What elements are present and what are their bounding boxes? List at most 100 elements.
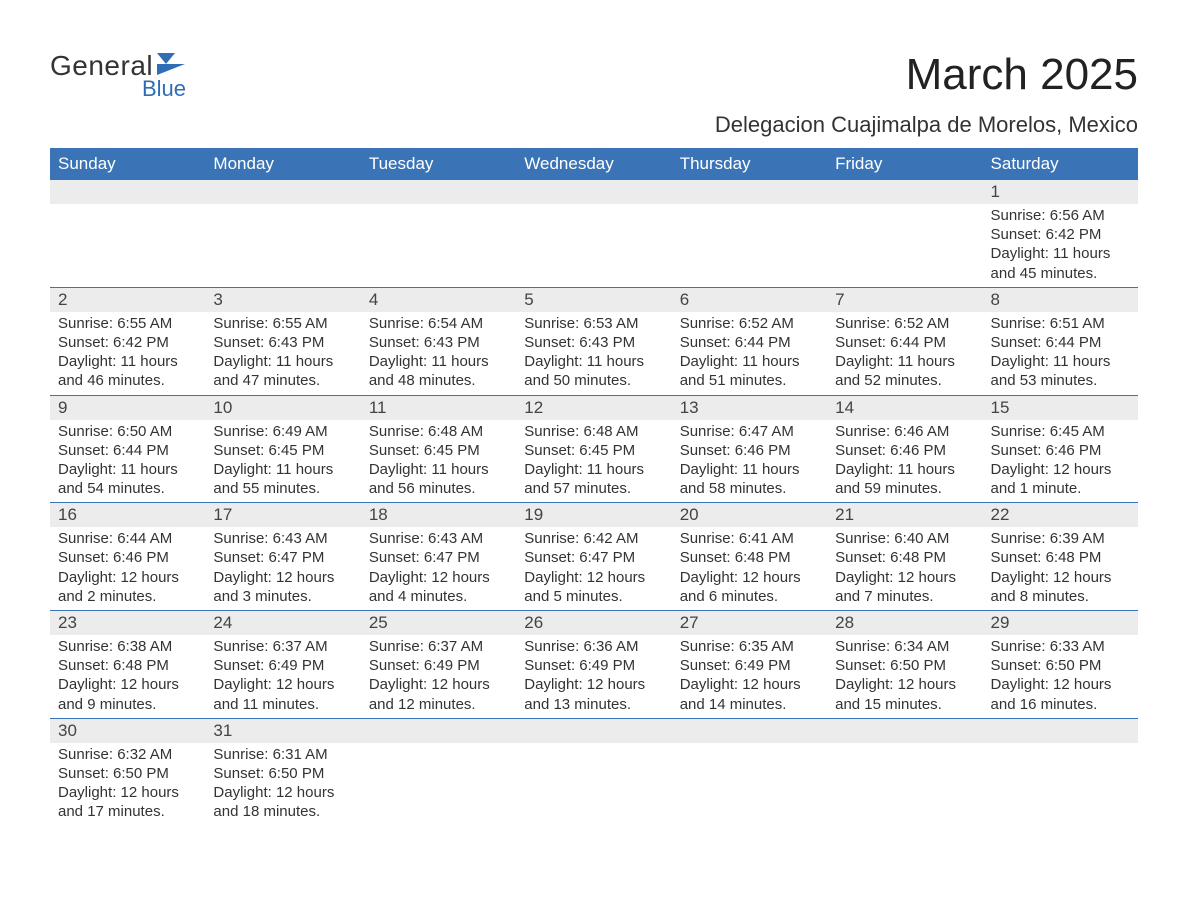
day-daylight2: and 13 minutes. — [524, 695, 663, 714]
day-sunset: Sunset: 6:43 PM — [524, 333, 663, 352]
day-daylight1: Daylight: 11 hours — [369, 352, 508, 371]
day-body: Sunrise: 6:42 AMSunset: 6:47 PMDaylight:… — [516, 527, 671, 610]
day-number-strip: 29 — [983, 611, 1138, 635]
day-cell — [827, 718, 982, 825]
day-body: Sunrise: 6:41 AMSunset: 6:48 PMDaylight:… — [672, 527, 827, 610]
day-body: Sunrise: 6:53 AMSunset: 6:43 PMDaylight:… — [516, 312, 671, 395]
day-number: 25 — [369, 613, 388, 632]
day-sunset: Sunset: 6:46 PM — [680, 441, 819, 460]
day-number-strip: 1 — [983, 180, 1138, 204]
day-number-strip: 5 — [516, 288, 671, 312]
day-cell: 29Sunrise: 6:33 AMSunset: 6:50 PMDayligh… — [983, 611, 1138, 719]
day-daylight1: Daylight: 11 hours — [680, 352, 819, 371]
day-sunset: Sunset: 6:43 PM — [213, 333, 352, 352]
day-number: 11 — [369, 398, 387, 417]
day-daylight2: and 52 minutes. — [835, 371, 974, 390]
day-cell: 21Sunrise: 6:40 AMSunset: 6:48 PMDayligh… — [827, 503, 982, 611]
day-cell: 10Sunrise: 6:49 AMSunset: 6:45 PMDayligh… — [205, 395, 360, 503]
day-daylight1: Daylight: 11 hours — [213, 352, 352, 371]
day-daylight2: and 55 minutes. — [213, 479, 352, 498]
day-number: 24 — [213, 613, 232, 632]
day-daylight2: and 51 minutes. — [680, 371, 819, 390]
day-number-strip: 7 — [827, 288, 982, 312]
day-cell: 1Sunrise: 6:56 AMSunset: 6:42 PMDaylight… — [983, 180, 1138, 287]
page: General Blue March 2025 Delegacion Cuaji… — [0, 0, 1188, 856]
day-cell — [361, 180, 516, 287]
day-number-strip: 28 — [827, 611, 982, 635]
day-daylight2: and 9 minutes. — [58, 695, 197, 714]
day-cell: 22Sunrise: 6:39 AMSunset: 6:48 PMDayligh… — [983, 503, 1138, 611]
day-body — [516, 743, 671, 823]
day-body: Sunrise: 6:52 AMSunset: 6:44 PMDaylight:… — [672, 312, 827, 395]
day-daylight2: and 17 minutes. — [58, 802, 197, 821]
day-cell: 17Sunrise: 6:43 AMSunset: 6:47 PMDayligh… — [205, 503, 360, 611]
day-cell: 31Sunrise: 6:31 AMSunset: 6:50 PMDayligh… — [205, 718, 360, 825]
day-daylight2: and 18 minutes. — [213, 802, 352, 821]
day-body: Sunrise: 6:48 AMSunset: 6:45 PMDaylight:… — [516, 420, 671, 503]
day-daylight2: and 16 minutes. — [991, 695, 1130, 714]
day-daylight1: Daylight: 12 hours — [991, 675, 1130, 694]
day-number: 7 — [835, 290, 844, 309]
day-body: Sunrise: 6:52 AMSunset: 6:44 PMDaylight:… — [827, 312, 982, 395]
day-sunrise: Sunrise: 6:40 AM — [835, 529, 974, 548]
day-number: 22 — [991, 505, 1010, 524]
day-cell: 19Sunrise: 6:42 AMSunset: 6:47 PMDayligh… — [516, 503, 671, 611]
day-body — [50, 204, 205, 284]
week-row: 23Sunrise: 6:38 AMSunset: 6:48 PMDayligh… — [50, 611, 1138, 719]
day-sunset: Sunset: 6:47 PM — [524, 548, 663, 567]
day-header: Tuesday — [361, 148, 516, 180]
day-sunrise: Sunrise: 6:53 AM — [524, 314, 663, 333]
header-row: General Blue March 2025 Delegacion Cuaji… — [50, 50, 1138, 138]
day-cell: 20Sunrise: 6:41 AMSunset: 6:48 PMDayligh… — [672, 503, 827, 611]
day-number-strip — [516, 180, 671, 204]
day-sunrise: Sunrise: 6:48 AM — [524, 422, 663, 441]
week-row: 16Sunrise: 6:44 AMSunset: 6:46 PMDayligh… — [50, 503, 1138, 611]
day-cell — [672, 718, 827, 825]
day-sunrise: Sunrise: 6:50 AM — [58, 422, 197, 441]
day-sunrise: Sunrise: 6:52 AM — [680, 314, 819, 333]
day-daylight1: Daylight: 12 hours — [524, 568, 663, 587]
day-number-strip: 6 — [672, 288, 827, 312]
day-number: 28 — [835, 613, 854, 632]
day-daylight1: Daylight: 11 hours — [680, 460, 819, 479]
day-number: 5 — [524, 290, 533, 309]
day-number-strip — [50, 180, 205, 204]
day-sunset: Sunset: 6:44 PM — [680, 333, 819, 352]
day-number: 16 — [58, 505, 77, 524]
day-number-strip: 2 — [50, 288, 205, 312]
day-number: 14 — [835, 398, 854, 417]
day-body: Sunrise: 6:55 AMSunset: 6:43 PMDaylight:… — [205, 312, 360, 395]
day-daylight1: Daylight: 11 hours — [991, 244, 1130, 263]
day-sunrise: Sunrise: 6:39 AM — [991, 529, 1130, 548]
day-body: Sunrise: 6:33 AMSunset: 6:50 PMDaylight:… — [983, 635, 1138, 718]
day-daylight1: Daylight: 11 hours — [524, 460, 663, 479]
day-daylight2: and 8 minutes. — [991, 587, 1130, 606]
calendar-table: Sunday Monday Tuesday Wednesday Thursday… — [50, 148, 1138, 826]
day-number-strip: 17 — [205, 503, 360, 527]
day-cell — [205, 180, 360, 287]
day-cell: 11Sunrise: 6:48 AMSunset: 6:45 PMDayligh… — [361, 395, 516, 503]
day-header: Saturday — [983, 148, 1138, 180]
day-cell: 16Sunrise: 6:44 AMSunset: 6:46 PMDayligh… — [50, 503, 205, 611]
day-number: 1 — [991, 182, 1000, 201]
day-number-strip: 15 — [983, 396, 1138, 420]
day-cell — [50, 180, 205, 287]
location-text: Delegacion Cuajimalpa de Morelos, Mexico — [715, 112, 1138, 138]
day-cell: 25Sunrise: 6:37 AMSunset: 6:49 PMDayligh… — [361, 611, 516, 719]
day-cell: 14Sunrise: 6:46 AMSunset: 6:46 PMDayligh… — [827, 395, 982, 503]
day-number: 9 — [58, 398, 67, 417]
day-daylight2: and 59 minutes. — [835, 479, 974, 498]
day-daylight1: Daylight: 12 hours — [524, 675, 663, 694]
day-sunrise: Sunrise: 6:41 AM — [680, 529, 819, 548]
day-number-strip: 20 — [672, 503, 827, 527]
week-row: 9Sunrise: 6:50 AMSunset: 6:44 PMDaylight… — [50, 395, 1138, 503]
day-number-strip — [983, 719, 1138, 743]
day-sunrise: Sunrise: 6:32 AM — [58, 745, 197, 764]
day-daylight1: Daylight: 11 hours — [835, 460, 974, 479]
day-daylight1: Daylight: 12 hours — [835, 568, 974, 587]
day-cell — [827, 180, 982, 287]
day-body — [672, 743, 827, 823]
day-sunrise: Sunrise: 6:43 AM — [213, 529, 352, 548]
day-sunrise: Sunrise: 6:46 AM — [835, 422, 974, 441]
day-sunset: Sunset: 6:49 PM — [213, 656, 352, 675]
